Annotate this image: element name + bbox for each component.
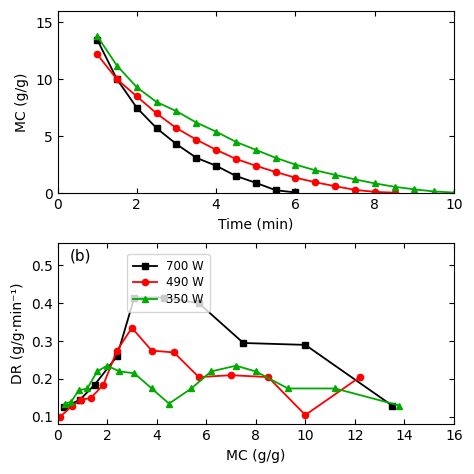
350 W xyxy=(76,388,82,393)
490 W xyxy=(357,374,363,380)
700 W xyxy=(389,403,395,409)
Text: (b): (b) xyxy=(69,248,91,263)
700 W xyxy=(240,340,246,346)
350 W xyxy=(104,363,110,369)
Line: 490 W: 490 W xyxy=(57,325,363,420)
350 W xyxy=(253,369,259,374)
490 W xyxy=(88,395,94,401)
700 W xyxy=(114,354,120,359)
700 W xyxy=(61,405,66,410)
490 W xyxy=(114,348,120,354)
490 W xyxy=(149,348,155,354)
350 W xyxy=(63,401,68,407)
Line: 700 W: 700 W xyxy=(61,294,395,410)
490 W xyxy=(78,397,84,403)
350 W xyxy=(332,386,338,392)
350 W xyxy=(189,386,194,392)
350 W xyxy=(166,401,172,407)
350 W xyxy=(208,369,214,374)
350 W xyxy=(84,386,90,392)
700 W xyxy=(131,295,137,301)
490 W xyxy=(70,403,75,409)
700 W xyxy=(196,301,201,306)
490 W xyxy=(302,412,308,418)
Y-axis label: DR (g/g·min⁻¹): DR (g/g·min⁻¹) xyxy=(11,283,25,384)
490 W xyxy=(171,350,177,356)
Legend: 700 W, 490 W, 350 W: 700 W, 490 W, 350 W xyxy=(127,254,210,312)
490 W xyxy=(100,382,106,388)
X-axis label: Time (min): Time (min) xyxy=(218,218,293,231)
700 W xyxy=(92,382,98,388)
350 W xyxy=(233,363,239,369)
350 W xyxy=(397,403,402,409)
X-axis label: MC (g/g): MC (g/g) xyxy=(226,449,285,463)
350 W xyxy=(131,371,137,376)
700 W xyxy=(77,397,82,403)
350 W xyxy=(94,369,100,374)
350 W xyxy=(149,386,155,392)
350 W xyxy=(68,399,74,405)
700 W xyxy=(161,295,167,301)
Line: 350 W: 350 W xyxy=(63,363,402,409)
700 W xyxy=(302,342,308,348)
350 W xyxy=(117,369,122,374)
350 W xyxy=(285,386,291,392)
490 W xyxy=(57,414,63,420)
490 W xyxy=(228,373,234,378)
490 W xyxy=(129,325,135,331)
490 W xyxy=(265,374,271,380)
Y-axis label: MC (g/g): MC (g/g) xyxy=(16,73,29,132)
490 W xyxy=(196,374,201,380)
